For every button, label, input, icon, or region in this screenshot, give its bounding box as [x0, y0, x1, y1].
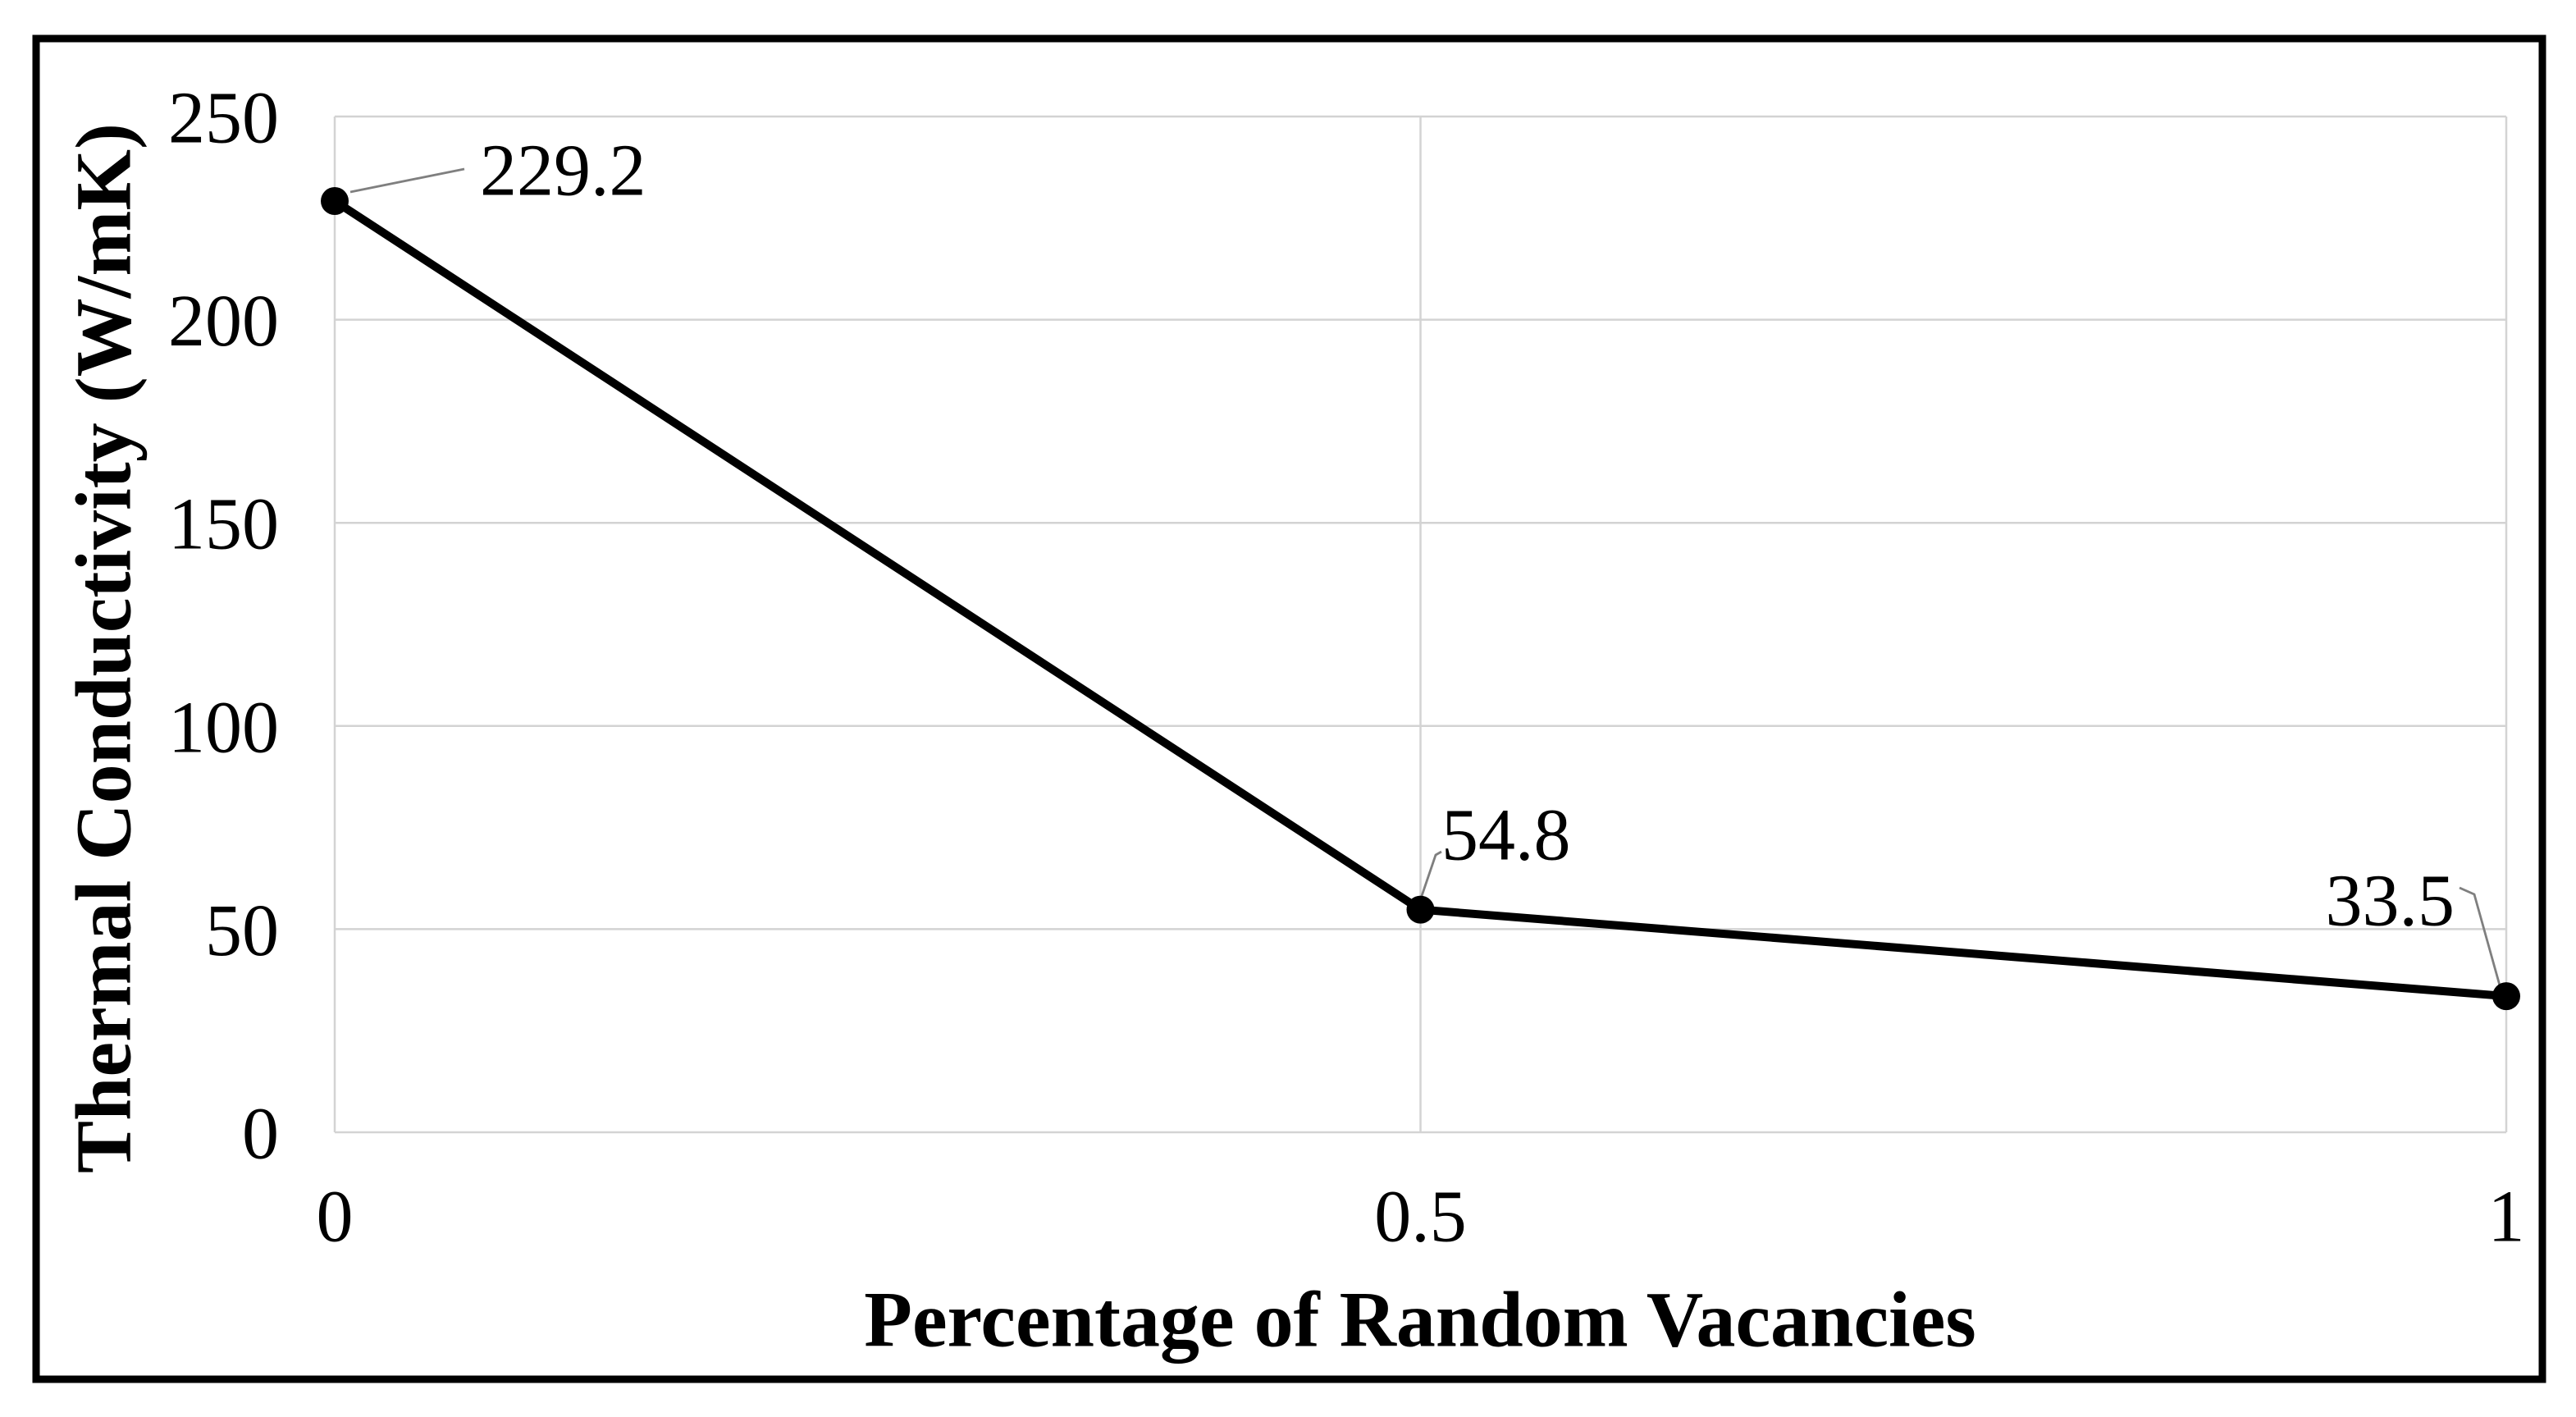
- data-point-marker: [1406, 895, 1435, 924]
- data-label-leader-line: [349, 167, 465, 194]
- data-label-leader-line: [1420, 850, 1442, 897]
- gridlines: [333, 115, 2508, 1134]
- y-axis-tick-label: 0: [242, 1094, 279, 1175]
- y-axis-tick-label: 250: [168, 78, 279, 159]
- data-series: 229.2 54.8 33.5: [321, 130, 2520, 1011]
- y-axis-tick-label: 150: [168, 484, 279, 565]
- axis-tick-labels: 0 50 100 150 200 250 0 0.5 1: [168, 78, 2525, 1258]
- y-axis-title: Thermal Conductivity (W/mK): [60, 123, 148, 1173]
- data-label-leader-line: [2459, 886, 2501, 986]
- x-axis-tick-label: 0.5: [1374, 1177, 1467, 1258]
- y-axis-tick-label: 50: [205, 890, 279, 971]
- x-axis-tick-label: 1: [2488, 1177, 2525, 1258]
- data-point-label: 33.5: [2326, 861, 2455, 942]
- data-point-marker: [2492, 982, 2520, 1011]
- data-point-label: 54.8: [1441, 795, 1571, 876]
- figure-border: [32, 34, 2546, 1383]
- y-axis-tick-label: 100: [168, 687, 279, 768]
- data-point-label: 229.2: [480, 130, 646, 212]
- data-point-marker: [321, 187, 349, 216]
- x-axis-title: Percentage of Random Vacancies: [864, 1276, 1975, 1364]
- y-axis-tick-label: 200: [168, 281, 279, 362]
- x-axis-tick-label: 0: [317, 1177, 354, 1258]
